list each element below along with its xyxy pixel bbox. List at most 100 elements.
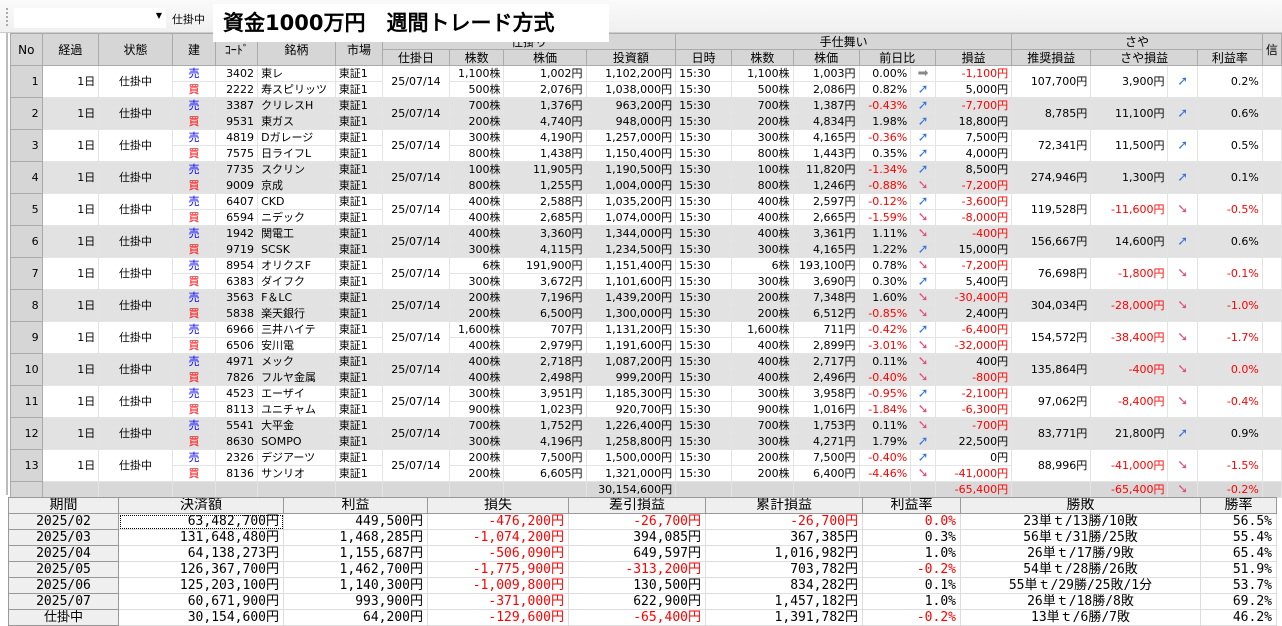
total-pl: -65,400円	[934, 481, 1013, 498]
status-filter-label[interactable]: 仕掛中	[172, 13, 205, 26]
col-qty[interactable]: 株数	[731, 49, 794, 66]
col-invest[interactable]: 投資額	[585, 49, 677, 66]
summary-row[interactable]: 2025/02 63,482,700円 449,500円 -476,200円 -26,7…	[8, 513, 1277, 530]
qty-cell: 200株	[731, 113, 794, 130]
arrow-down-icon: ➘	[1167, 289, 1198, 322]
filter-combo[interactable]: ▼	[14, 8, 166, 28]
summary-period-cell: 2025/03	[8, 529, 119, 546]
market-cell: 東証1	[334, 145, 384, 162]
table-row[interactable]: 買 5838 楽天銀行 東証1 200株 6,500円 1,300,000円 15:30 200…	[11, 305, 1282, 322]
summary-rate-cell: 1.0%	[862, 545, 961, 562]
summary-row[interactable]: 2025/03 131,648,480円 1,468,285円 -1,074,200円…	[8, 529, 1277, 546]
col-entry-qty[interactable]: 株数	[448, 49, 505, 66]
table-row[interactable]: 4 1日 仕掛中売 7735 スクリン 東証1 25/07/14 100株 11,905円 1,1…	[10, 161, 1282, 194]
summary-col-loss[interactable]: 損失	[427, 497, 569, 514]
side-cell: 買	[171, 337, 217, 354]
side-cell: 売	[171, 161, 217, 178]
table-row[interactable]: 5 1日 仕掛中売 6407 CKD 東証1 25/07/14 400株 2,588円 1,035…	[10, 193, 1282, 226]
summary-period-cell: 2025/07	[8, 593, 119, 610]
extra-cell	[1261, 449, 1282, 482]
summary-settled-cell[interactable]: 64,138,273円	[118, 545, 284, 562]
col-entry-price[interactable]: 株価	[503, 49, 587, 66]
summary-row[interactable]: 仕掛中 30,154,600円 64,200円 -129,600円 -65,400円 1,…	[8, 609, 1277, 626]
rate-cell: 0.0%	[1196, 353, 1263, 386]
col-saya-pl[interactable]: さや損益	[1090, 49, 1198, 66]
summary-col-rate[interactable]: 利益率	[862, 497, 961, 514]
col-rec-pl[interactable]: 推奨損益	[1011, 49, 1092, 66]
summary-row[interactable]: 2025/04 64,138,273円 1,155,687円 -506,090円 649…	[8, 545, 1277, 562]
arrow-flat-icon: ➡	[910, 65, 936, 82]
summary-settled-cell[interactable]: 131,648,480円	[118, 529, 284, 546]
table-row[interactable]: 11 1日 仕掛中売 4523 エーザイ 東証1 25/07/14 300株 3,951円 1,1…	[10, 385, 1282, 418]
entry-price-cell: 3,672円	[503, 273, 587, 290]
table-row[interactable]: 1 1日 仕掛中売 3402 東レ 東証1 25/07/14 1,100株 1,002円 1,10…	[10, 65, 1282, 98]
rec-pl-cell: 304,034円	[1011, 289, 1092, 322]
name-cell: ダイフク	[257, 273, 336, 290]
entry-qty-cell: 300株	[448, 129, 505, 146]
table-row[interactable]: 13 1日 仕掛中売 2326 デジアーツ 東証1 25/07/14 200株 7,500円 1,…	[10, 449, 1282, 482]
col-side[interactable]: 建	[171, 33, 217, 66]
summary-col-net-pl[interactable]: 差引損益	[568, 497, 706, 514]
summary-row[interactable]: 2025/06 125,203,100円 1,140,300円 -1,009,800円…	[8, 577, 1277, 594]
summary-settled-cell[interactable]: 63,482,700円	[118, 513, 284, 530]
summary-col-profit[interactable]: 利益	[283, 497, 428, 514]
entry-qty-cell: 800株	[448, 177, 505, 194]
summary-col-period[interactable]: 期間	[8, 497, 119, 514]
table-row[interactable]: 12 1日 仕掛中売 5541 大平金 東証1 25/07/14 700株 1,752円 1,22…	[10, 417, 1282, 450]
table-row[interactable]: 8 1日 仕掛中売 3563 F＆LC 東証1 25/07/14 200株 7,196円 1,43…	[10, 289, 1282, 322]
col-status[interactable]: 状態	[98, 33, 173, 66]
price-cell: 4,165円	[792, 129, 860, 146]
table-row[interactable]: 3 1日 仕掛中売 4819 Dガレージ 東証1 25/07/14 300株 4,190円 1,2…	[10, 129, 1282, 162]
table-row[interactable]: 買 9719 SCSK 東証1 300株 4,115円 1,234,500円 15:30 300…	[11, 241, 1282, 258]
chevron-down-icon[interactable]: ▼	[155, 11, 162, 20]
col-no[interactable]: No	[10, 33, 43, 66]
time-cell: 15:30	[675, 353, 733, 370]
entry-qty-cell: 1,100株	[448, 65, 505, 82]
pl-cell: -30,400円	[934, 289, 1013, 306]
table-row[interactable]: 買 7575 日ライフL 東証1 800株 1,438円 1,150,400円 15:30 80…	[11, 145, 1282, 162]
table-row[interactable]: 買 8136 サンリオ 東証1 200株 6,605円 1,321,000円 15:30 200…	[11, 465, 1282, 482]
summary-settled-cell[interactable]: 126,367,700円	[118, 561, 284, 578]
summary-col-win-rate[interactable]: 勝率	[1200, 497, 1277, 514]
row-number: 4	[10, 161, 43, 194]
col-rate[interactable]: 利益率	[1196, 49, 1263, 66]
status-cell: 仕掛中	[98, 417, 173, 450]
table-row[interactable]: 買 6383 ダイフク 東証1 300株 3,672円 1,101,600円 15:30 300…	[11, 273, 1282, 290]
table-row[interactable]: 買 6594 ニデック 東証1 400株 2,685円 1,074,000円 15:30 400…	[11, 209, 1282, 226]
col-time[interactable]: 日時	[675, 49, 733, 66]
summary-settled-cell[interactable]: 125,203,100円	[118, 577, 284, 594]
pl-cell: 18,800円	[934, 113, 1013, 130]
col-price[interactable]: 株価	[792, 49, 860, 66]
table-row[interactable]: 6 1日 仕掛中売 1942 関電工 東証1 25/07/14 400株 3,360円 1,344…	[10, 225, 1282, 258]
col-extra[interactable]: 信	[1261, 33, 1282, 66]
row-number: 13	[10, 449, 43, 482]
col-elapsed[interactable]: 経過	[41, 33, 100, 66]
table-row[interactable]: 7 1日 仕掛中売 8954 オリクスF 東証1 25/07/14 6株 191,900円 1,1…	[10, 257, 1282, 290]
row-number: 9	[10, 321, 43, 354]
col-entry-date[interactable]: 仕掛日	[382, 49, 450, 66]
side-cell: 売	[171, 129, 217, 146]
col-pl[interactable]: 損益	[934, 49, 1013, 66]
summary-settled-cell[interactable]: 60,671,900円	[118, 593, 284, 610]
invest-cell: 1,234,500円	[585, 241, 677, 258]
summary-col-win-loss[interactable]: 勝敗	[960, 497, 1201, 514]
summary-row[interactable]: 2025/07 60,671,900円 993,900円 -371,000円 622,9…	[8, 593, 1277, 610]
summary-win-rate-cell: 69.2%	[1200, 593, 1277, 610]
empty-cell	[448, 481, 505, 498]
table-row[interactable]: 10 1日 仕掛中売 4971 メック 東証1 25/07/14 400株 2,718円 1,08…	[10, 353, 1282, 386]
table-row[interactable]: 2 1日 仕掛中売 3387 クリレスH 東証1 25/07/14 700株 1,376円 963…	[10, 97, 1282, 130]
arrow-up-icon: ➚	[1167, 65, 1198, 98]
table-row[interactable]: 買 8113 ユニチャム 東証1 900株 1,023円 920,700円 15:30 900株…	[11, 401, 1282, 418]
summary-col-cumulative-pl[interactable]: 累計損益	[705, 497, 863, 514]
summary-settled-cell[interactable]: 30,154,600円	[118, 609, 284, 626]
qty-cell: 200株	[731, 289, 794, 306]
summary-period-cell: 仕掛中	[8, 609, 119, 626]
summary-row[interactable]: 2025/05 126,367,700円 1,462,700円 -1,775,900円…	[8, 561, 1277, 578]
col-change[interactable]: 前日比	[858, 49, 936, 66]
table-row[interactable]: 9 1日 仕掛中売 6966 三井ハイテ 東証1 25/07/14 1,600株 707円 1,1…	[10, 321, 1282, 354]
entry-qty-cell: 100株	[448, 161, 505, 178]
table-row[interactable]: 買 7826 フルヤ金属 東証1 400株 2,498円 999,200円 15:30 400株…	[11, 369, 1282, 386]
summary-col-settled[interactable]: 決済額	[118, 497, 284, 514]
toolbar-grip[interactable]	[6, 8, 9, 26]
table-row[interactable]: 買 9531 東ガス 東証1 200株 4,740円 948,000円 15:30 200株 4,…	[11, 113, 1282, 130]
